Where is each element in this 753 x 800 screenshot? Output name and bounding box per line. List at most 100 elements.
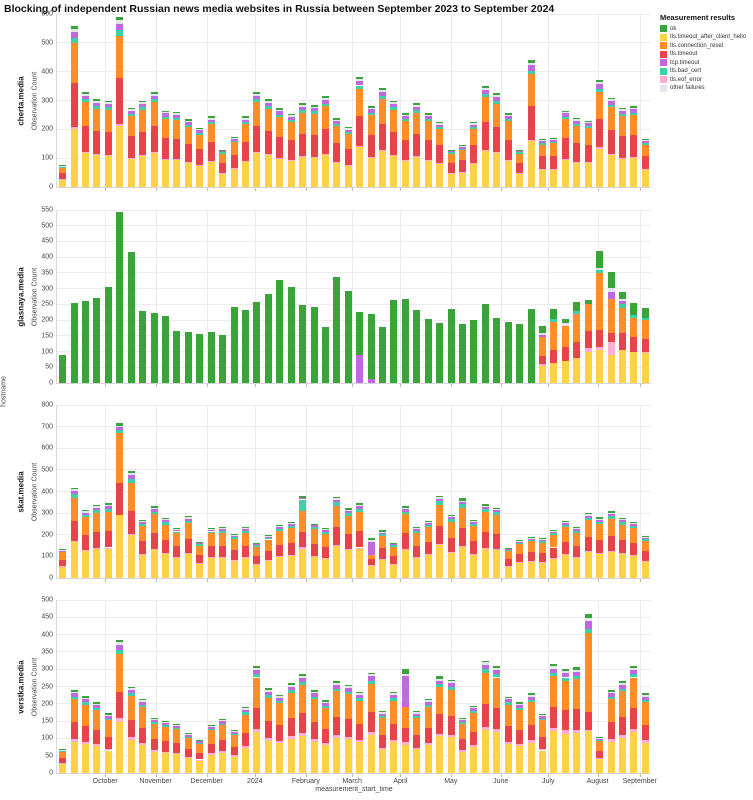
bar-segment[interactable]: [401, 741, 409, 746]
bar-segment[interactable]: [162, 721, 170, 722]
bar-segment[interactable]: [184, 161, 192, 163]
bar-segment[interactable]: [150, 548, 158, 550]
bar-segment[interactable]: [82, 93, 90, 96]
bar-segment[interactable]: [550, 547, 558, 559]
bar-segment[interactable]: [561, 323, 569, 327]
bar-segment[interactable]: [104, 511, 112, 532]
bar-segment[interactable]: [413, 530, 421, 533]
bar-segment[interactable]: [264, 695, 272, 698]
bar-segment[interactable]: [127, 110, 135, 115]
bar-segment[interactable]: [401, 121, 409, 140]
bar-segment[interactable]: [561, 680, 569, 710]
bar-segment[interactable]: [436, 499, 444, 502]
bar-segment[interactable]: [333, 545, 341, 578]
bar-segment[interactable]: [162, 753, 170, 773]
bar-segment[interactable]: [276, 743, 284, 773]
bar-segment[interactable]: [401, 676, 409, 708]
bar-segment[interactable]: [573, 679, 581, 709]
bar-segment[interactable]: [481, 122, 489, 150]
bar-segment[interactable]: [276, 544, 284, 557]
bar-segment[interactable]: [93, 108, 101, 131]
bar-segment[interactable]: [618, 691, 626, 717]
bar-segment[interactable]: [436, 526, 444, 545]
bar-segment[interactable]: [607, 298, 615, 334]
bar-segment[interactable]: [618, 307, 626, 333]
bar-segment[interactable]: [70, 739, 78, 742]
bar-segment[interactable]: [104, 531, 112, 548]
bar-segment[interactable]: [241, 746, 249, 749]
bar-segment[interactable]: [299, 682, 307, 686]
bar-segment[interactable]: [333, 735, 341, 739]
bar-segment[interactable]: [93, 746, 101, 773]
bar-segment[interactable]: [59, 549, 67, 551]
bar-segment[interactable]: [173, 331, 181, 383]
bar-segment[interactable]: [584, 551, 592, 553]
bar-segment[interactable]: [607, 287, 615, 293]
bar-segment[interactable]: [607, 512, 615, 515]
bar-segment[interactable]: [116, 23, 124, 31]
bar-segment[interactable]: [390, 555, 398, 564]
bar-segment[interactable]: [516, 703, 524, 706]
bar-segment[interactable]: [207, 754, 215, 773]
bar-segment[interactable]: [573, 120, 581, 124]
bar-segment[interactable]: [641, 307, 649, 318]
legend-item[interactable]: tcp.timeout: [660, 59, 753, 66]
bar-segment[interactable]: [424, 521, 432, 523]
bar-segment[interactable]: [127, 114, 135, 117]
bar-segment[interactable]: [561, 709, 569, 731]
bar-segment[interactable]: [470, 523, 478, 527]
bar-segment[interactable]: [573, 125, 581, 143]
bar-segment[interactable]: [173, 138, 181, 160]
bar-segment[interactable]: [470, 553, 478, 555]
bar-segment[interactable]: [401, 745, 409, 773]
bar-segment[interactable]: [504, 116, 512, 119]
bar-segment[interactable]: [630, 157, 638, 158]
bar-segment[interactable]: [459, 546, 467, 578]
bar-segment[interactable]: [436, 676, 444, 679]
bar-segment[interactable]: [470, 123, 478, 125]
bar-segment[interactable]: [219, 334, 227, 383]
bar-segment[interactable]: [310, 555, 318, 557]
bar-segment[interactable]: [436, 129, 444, 146]
bar-segment[interactable]: [504, 565, 512, 578]
bar-segment[interactable]: [82, 126, 90, 152]
bar-segment[interactable]: [573, 708, 581, 730]
bar-segment[interactable]: [390, 700, 398, 724]
bar-segment[interactable]: [299, 497, 307, 500]
bar-segment[interactable]: [196, 563, 204, 578]
bar-segment[interactable]: [436, 163, 444, 164]
bar-segment[interactable]: [127, 482, 135, 511]
bar-segment[interactable]: [459, 723, 467, 740]
bar-segment[interactable]: [413, 717, 421, 736]
bar-segment[interactable]: [310, 523, 318, 525]
bar-segment[interactable]: [184, 143, 192, 162]
bar-segment[interactable]: [321, 129, 329, 154]
bar-segment[interactable]: [436, 501, 444, 505]
bar-segment[interactable]: [344, 739, 352, 773]
bar-segment[interactable]: [618, 553, 626, 578]
bar-segment[interactable]: [70, 302, 78, 383]
bar-segment[interactable]: [230, 533, 238, 535]
bar-segment[interactable]: [287, 122, 295, 141]
bar-segment[interactable]: [424, 742, 432, 745]
bar-segment[interactable]: [162, 721, 170, 723]
bar-segment[interactable]: [527, 74, 535, 106]
bar-segment[interactable]: [641, 338, 649, 352]
bar-segment[interactable]: [104, 508, 112, 512]
bar-segment[interactable]: [93, 548, 101, 578]
bar-segment[interactable]: [470, 710, 478, 713]
bar-segment[interactable]: [573, 530, 581, 533]
bar-segment[interactable]: [219, 740, 227, 751]
bar-segment[interactable]: [356, 503, 364, 505]
bar-segment[interactable]: [607, 516, 615, 519]
bar-segment[interactable]: [584, 513, 592, 515]
bar-segment[interactable]: [162, 722, 170, 725]
bar-segment[interactable]: [356, 506, 364, 509]
bar-segment[interactable]: [173, 742, 181, 753]
bar-segment[interactable]: [573, 545, 581, 558]
bar-segment[interactable]: [287, 524, 295, 527]
bar-segment[interactable]: [401, 139, 409, 160]
bar-segment[interactable]: [367, 683, 375, 712]
bar-segment[interactable]: [333, 688, 341, 692]
bar-segment[interactable]: [573, 669, 581, 672]
